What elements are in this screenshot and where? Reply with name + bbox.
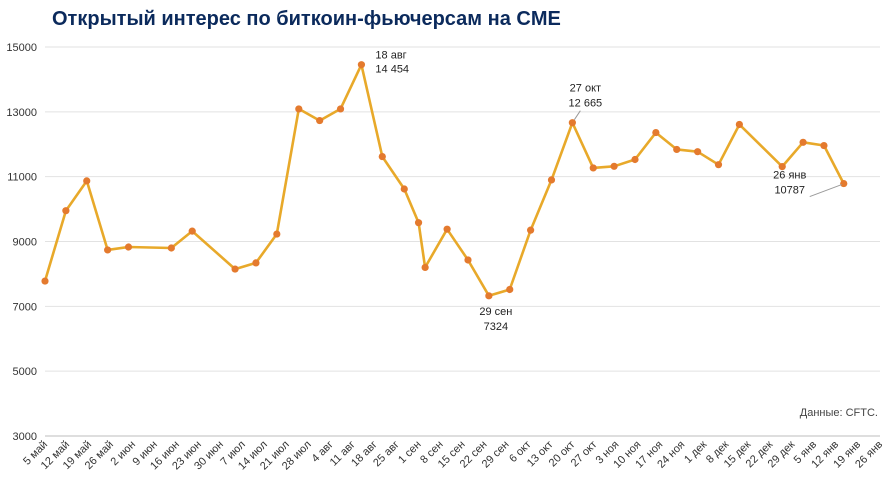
data-point [41,277,49,285]
data-point [547,176,556,184]
y-tick-label: 9000 [13,237,37,249]
data-point [231,265,239,273]
annotation-value: 12 665 [569,98,603,110]
annotations: 18 авг 14 454 29 сен 7324 27 окт 12 665 26 янв… [375,50,842,333]
y-tick-label: 5000 [13,366,37,378]
annotation-leader [573,110,581,120]
data-point [273,230,281,238]
data-point [378,152,386,161]
data-point [714,161,723,169]
data-points [41,61,848,300]
data-point [735,120,743,129]
chart-title: Открытый интерес по биткоин-фьючерсам на… [52,8,561,30]
data-point [568,119,576,127]
data-point [694,148,702,156]
y-tick-label: 13000 [6,107,37,119]
data-point [799,138,807,146]
data-point [252,259,260,267]
data-point [652,128,660,137]
annotation-label: 27 окт [570,83,601,95]
y-axis: 15000 13000 11000 9000 7000 5000 3000 [6,42,37,443]
data-point [188,227,196,235]
data-point [124,243,133,251]
data-point [840,179,848,188]
annotation-value: 10787 [774,185,805,197]
data-point [400,185,408,193]
data-point [295,105,303,113]
data-point [336,105,345,113]
y-tick-label: 3000 [13,431,37,443]
annotation-leader [809,184,842,198]
data-point [83,177,91,185]
data-point [820,141,828,150]
annotation-label: 18 авг [375,50,406,62]
y-tick-label: 7000 [13,301,37,313]
x-tick-label: 1 дек [682,439,709,466]
data-point [414,219,423,227]
gridlines [45,46,880,437]
data-point [316,116,324,125]
data-point [443,225,451,233]
annotation-label: 29 сен [479,306,512,318]
data-point [631,155,639,164]
source-note: Данные: CFTC. [800,407,878,419]
data-point [421,263,429,272]
data-point [167,244,175,252]
data-point [506,285,514,294]
data-point [464,256,472,264]
data-point [527,226,535,234]
y-tick-label: 11000 [7,172,37,184]
data-point [357,61,366,69]
series-line [43,63,845,298]
x-tick-label: 1 сен [396,439,423,466]
data-point [778,163,786,171]
data-point [610,162,618,170]
data-point [485,292,493,300]
data-point [673,145,681,154]
annotation-value: 14 454 [375,64,409,76]
y-tick-label: 15000 [6,42,37,54]
annotation-label: 26 янв [773,170,806,182]
data-point [62,207,70,215]
data-point [104,246,112,254]
data-point [589,164,597,172]
annotation-value: 7324 [484,321,508,333]
